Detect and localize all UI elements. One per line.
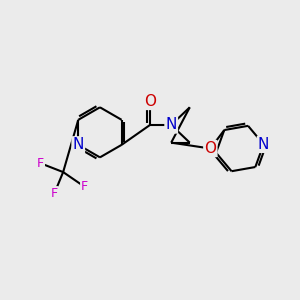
Text: F: F [37, 157, 44, 170]
Text: O: O [144, 94, 156, 109]
Text: N: N [258, 137, 269, 152]
Text: F: F [51, 187, 58, 200]
Text: O: O [204, 141, 216, 156]
Text: F: F [81, 180, 88, 193]
Text: N: N [166, 118, 177, 133]
Text: N: N [73, 137, 84, 152]
